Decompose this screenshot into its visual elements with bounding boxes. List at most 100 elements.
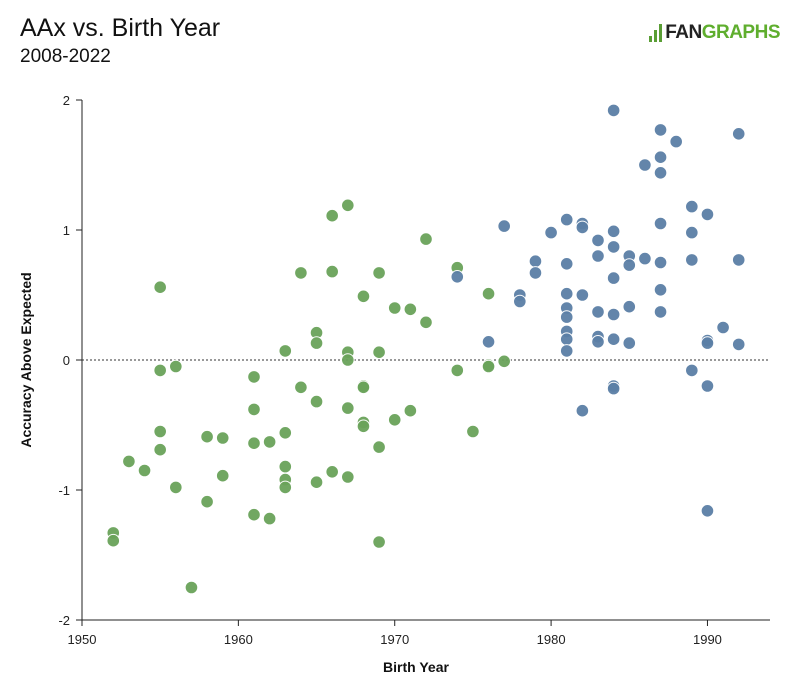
y-tick-label: 0: [63, 353, 70, 368]
data-point-green: [247, 507, 261, 522]
data-point-green: [215, 468, 230, 483]
data-point-blue: [559, 310, 574, 324]
data-point-green: [278, 344, 293, 358]
y-tick-label: 2: [63, 93, 70, 108]
data-point-green: [153, 363, 167, 378]
data-point-green: [387, 301, 402, 315]
chart-title: AAx vs. Birth Year: [20, 14, 221, 42]
logo-text-green: GRAPHS: [701, 22, 781, 43]
data-point-blue: [450, 270, 465, 284]
data-point-green: [294, 380, 308, 395]
data-point-green: [262, 435, 277, 449]
x-tick-label: 1970: [380, 632, 409, 647]
data-point-blue: [513, 294, 527, 309]
data-point-blue: [591, 249, 605, 263]
data-point-green: [169, 480, 183, 495]
data-point-blue: [591, 233, 605, 248]
data-point-blue: [575, 220, 590, 235]
data-point-blue: [622, 299, 637, 314]
data-point-green: [309, 336, 324, 350]
logo-bars-icon: [649, 24, 663, 42]
data-point-green: [247, 370, 261, 384]
y-tick-label: -2: [58, 613, 70, 628]
data-point-blue: [685, 199, 699, 214]
data-point-blue: [606, 103, 621, 118]
data-point-blue: [638, 158, 652, 172]
data-point-blue: [653, 123, 668, 137]
data-point-green: [356, 419, 371, 434]
data-point-blue: [700, 504, 715, 518]
data-point-blue: [497, 219, 511, 233]
data-point-green: [341, 401, 355, 415]
data-point-blue: [653, 255, 668, 270]
data-point-blue: [559, 257, 574, 271]
data-point-blue: [653, 216, 668, 231]
data-point-blue: [731, 127, 746, 141]
data-point-green: [450, 363, 465, 378]
x-tick-label: 1980: [537, 632, 566, 647]
data-point-green: [153, 442, 167, 457]
data-point-blue: [559, 332, 574, 347]
y-axis-label: Accuracy Above Expected: [18, 272, 34, 447]
data-point-blue: [606, 332, 621, 347]
y-tick-label: 1: [63, 223, 70, 238]
data-point-green: [262, 511, 277, 526]
data-point-blue: [481, 335, 496, 349]
data-point-blue: [653, 283, 668, 297]
data-point-blue: [528, 254, 543, 269]
data-point-green: [372, 345, 386, 360]
data-point-blue: [575, 403, 590, 418]
data-point-green: [481, 286, 496, 301]
data-point-blue: [653, 150, 668, 164]
fangraphs-logo[interactable]: FAN GRAPHS: [649, 22, 781, 44]
data-point-blue: [606, 381, 621, 396]
data-point-blue: [653, 305, 668, 319]
data-point-blue: [575, 288, 590, 302]
data-point-green: [372, 535, 386, 549]
data-point-blue: [653, 166, 668, 180]
data-point-green: [466, 424, 480, 439]
data-point-green: [122, 454, 136, 469]
data-point-green: [325, 208, 339, 223]
data-point-green: [356, 289, 371, 304]
data-point-blue: [685, 253, 699, 267]
data-point-green: [341, 198, 355, 213]
data-point-blue: [606, 224, 621, 239]
data-point-blue: [685, 225, 699, 240]
data-point-blue: [700, 336, 715, 350]
data-point-green: [309, 475, 324, 490]
data-point-blue: [591, 335, 605, 349]
data-point-green: [106, 533, 121, 548]
x-tick-label: 1950: [68, 632, 97, 647]
data-point-green: [325, 465, 339, 479]
data-point-blue: [700, 379, 715, 393]
x-axis-label: Birth Year: [383, 659, 449, 675]
data-point-green: [169, 359, 183, 374]
data-point-green: [200, 429, 214, 444]
chart-subtitle: 2008-2022: [20, 46, 111, 67]
data-point-green: [356, 380, 371, 395]
x-tick-label: 1960: [224, 632, 253, 647]
logo-text-dark: FAN: [665, 22, 702, 43]
data-point-green: [247, 402, 261, 417]
data-point-green: [309, 394, 324, 409]
data-point-blue: [559, 212, 574, 227]
data-point-blue: [591, 305, 605, 319]
data-point-blue: [559, 286, 574, 301]
data-point-green: [247, 436, 261, 451]
data-point-green: [294, 266, 308, 280]
data-point-green: [278, 459, 293, 474]
data-point-green: [341, 470, 355, 484]
data-point-green: [419, 315, 433, 330]
data-point-blue: [622, 336, 637, 350]
data-point-green: [387, 413, 402, 427]
data-point-green: [325, 264, 339, 279]
data-point-blue: [638, 251, 652, 266]
data-point-green: [200, 494, 214, 509]
data-point-blue: [716, 320, 730, 335]
data-point-blue: [731, 253, 746, 267]
data-point-blue: [622, 258, 637, 272]
data-point-green: [497, 354, 511, 369]
data-point-green: [419, 232, 433, 246]
